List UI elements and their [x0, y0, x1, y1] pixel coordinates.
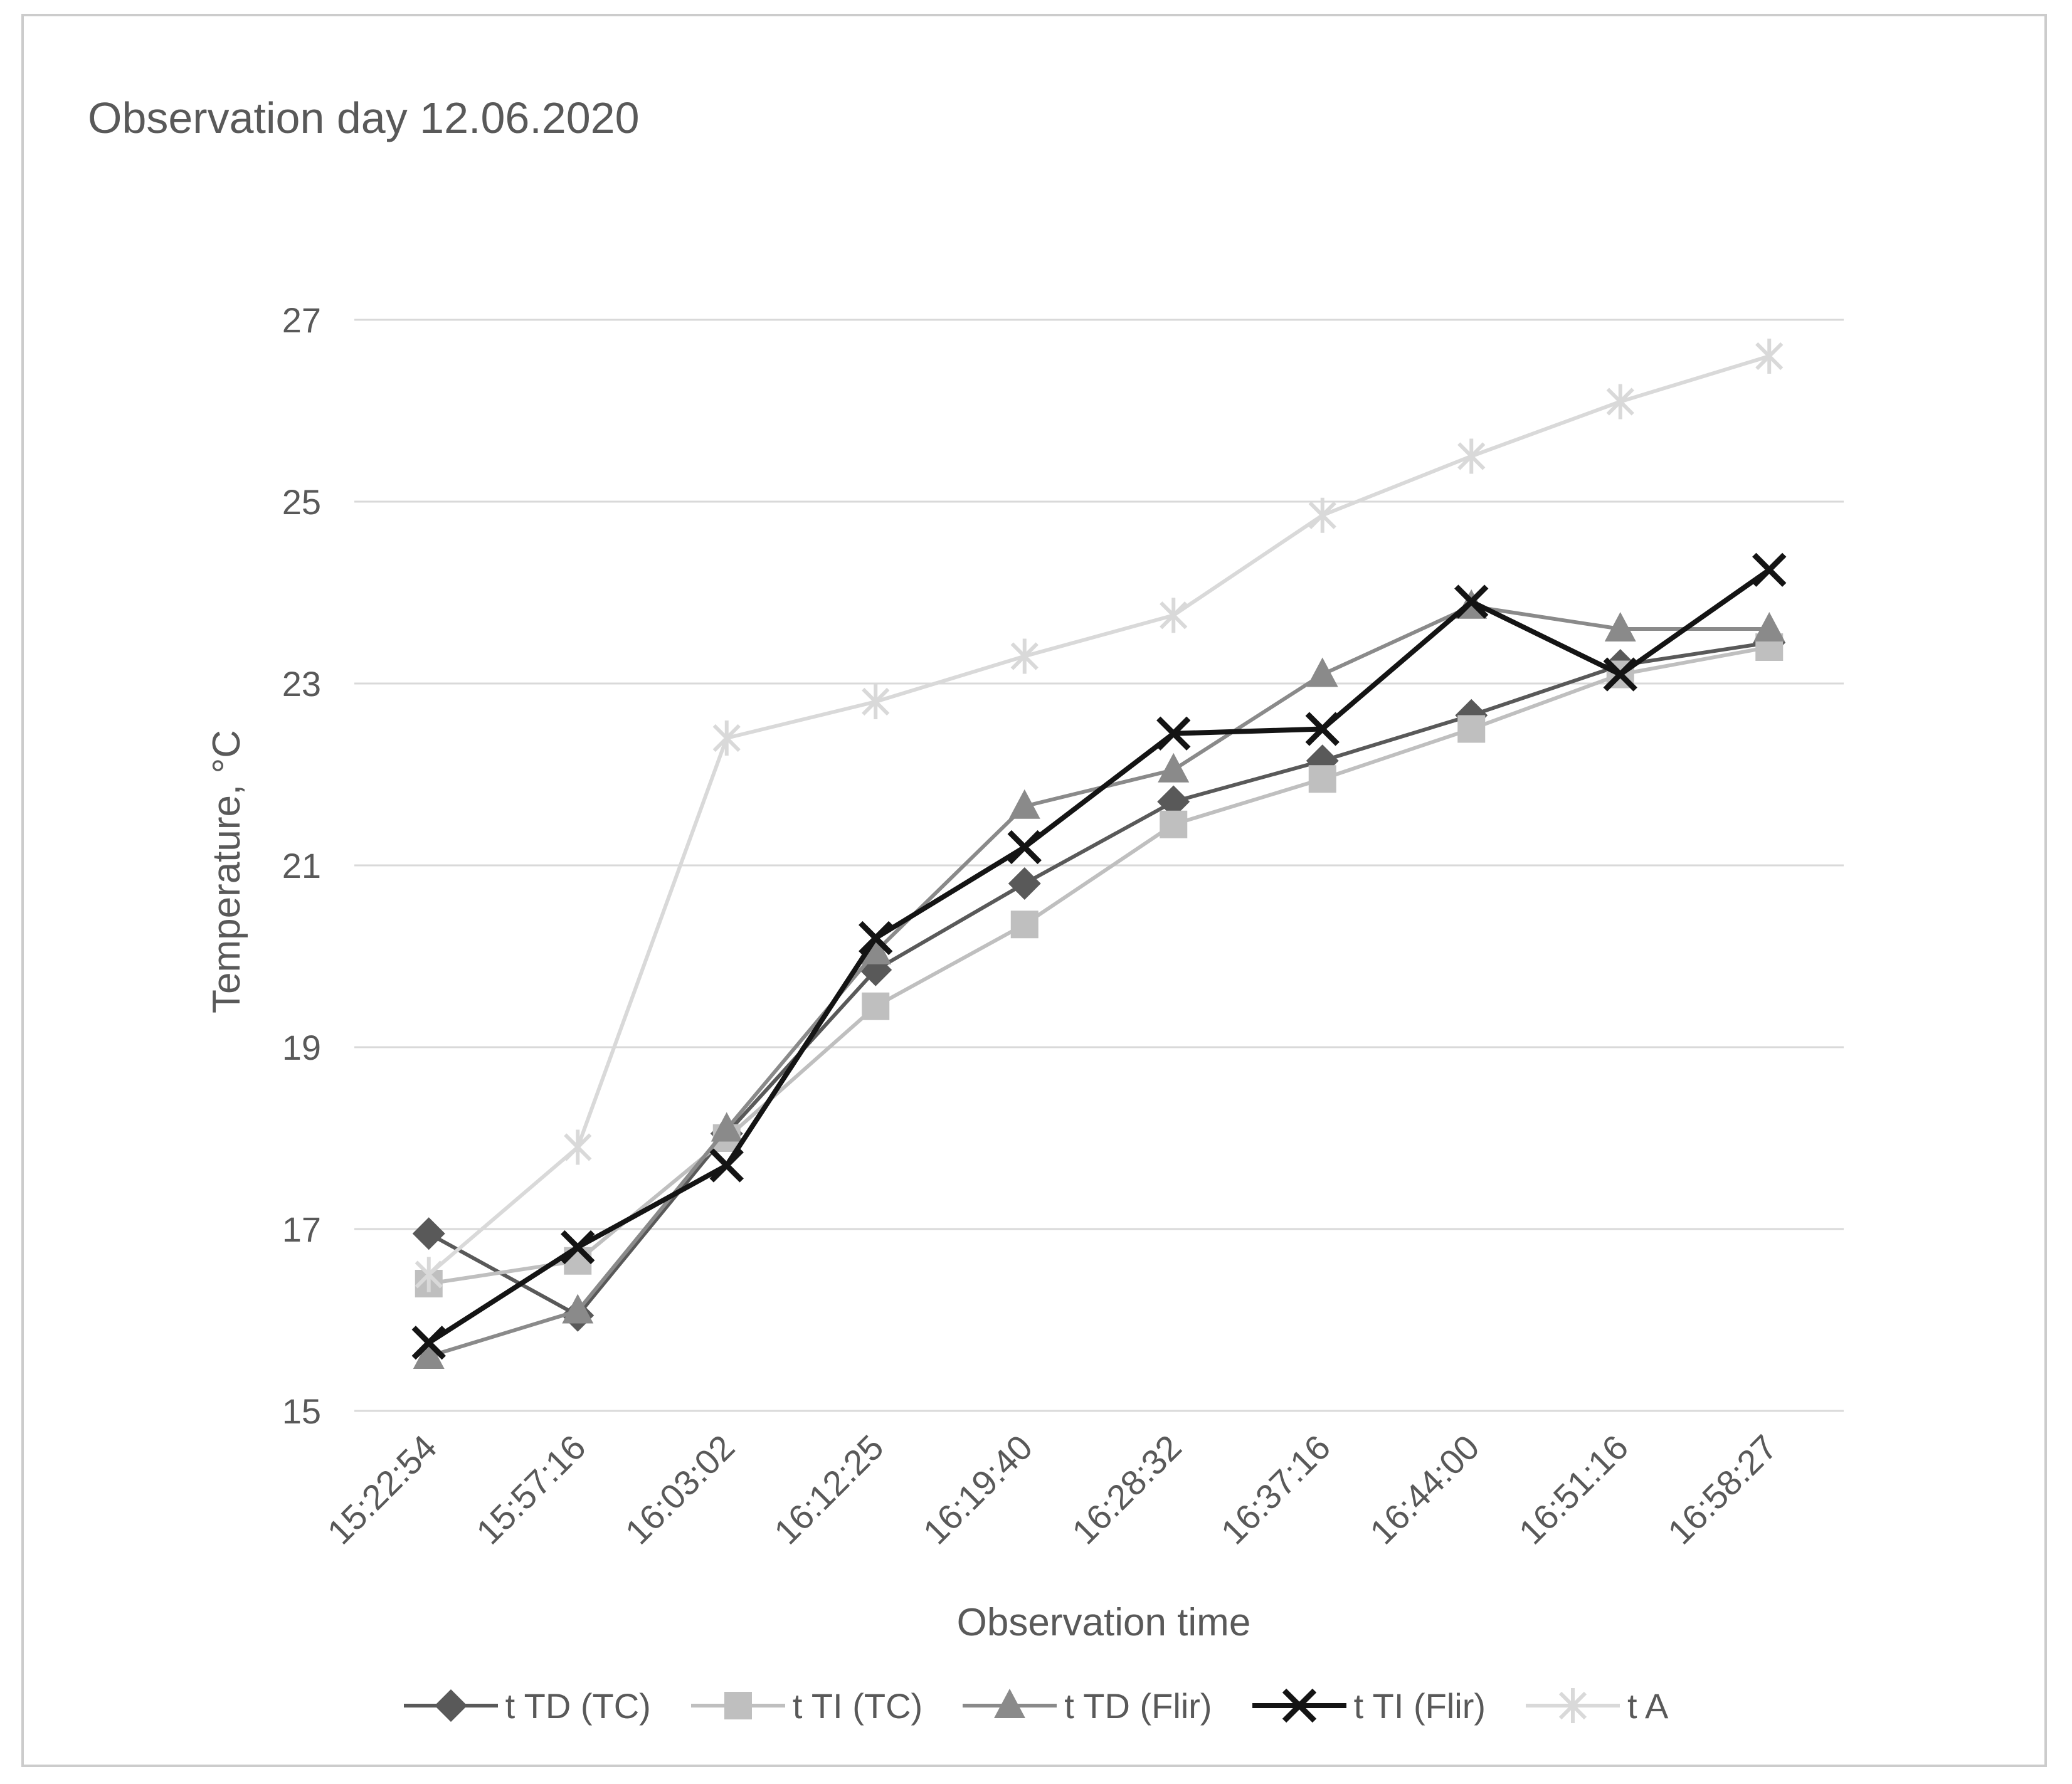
triangle-marker: [562, 1294, 594, 1324]
series-line: [427, 567, 1771, 1345]
series-t-a: [415, 339, 1784, 1292]
x-tick-label: 15:57:16: [468, 1427, 593, 1552]
series-t-ti-flir-: [411, 552, 1787, 1360]
diamond-marker: [1008, 867, 1041, 900]
square-marker: [1457, 715, 1486, 743]
triangle-marker: [1158, 752, 1190, 783]
x-marker: [1454, 584, 1489, 619]
x-tick-label: 16:12:25: [766, 1427, 891, 1552]
x-tick-label: 15:22:54: [320, 1427, 445, 1552]
x-marker: [859, 921, 893, 956]
triangle-marker: [1306, 657, 1338, 687]
x-marker: [1007, 830, 1042, 865]
triangle-marker: [413, 1339, 445, 1369]
legend: t TD (TC) t TI (TC) t TD (Flir) t TI (Flir)…: [0, 1671, 2072, 1740]
x-marker: [1156, 716, 1191, 751]
asterisk-marker: [1160, 598, 1188, 633]
asterisk-marker: [862, 684, 890, 719]
x-tick-label: 16:19:40: [916, 1427, 1040, 1552]
square-marker: [862, 992, 890, 1020]
data-series: [411, 339, 1787, 1369]
asterisk-marker: [1606, 384, 1634, 420]
diamond-marker: [412, 1217, 445, 1250]
x-tick-label: 16:37:16: [1213, 1427, 1338, 1552]
series-t-td-flir-: [413, 589, 1785, 1369]
legend-item-label: t TD (Flir): [1064, 1686, 1212, 1726]
legend-item-label: t TD (TC): [505, 1686, 651, 1726]
series-line: [427, 354, 1770, 1276]
legend-item: t TI (Flir): [1252, 1686, 1486, 1726]
diamond-marker: [1157, 785, 1190, 818]
legend-marker: [690, 1692, 785, 1719]
x-tick-label: 16:58:27: [1660, 1427, 1785, 1552]
asterisk-marker: [1308, 497, 1336, 533]
series-line: [428, 604, 1770, 1358]
legend-item: t TI (TC): [690, 1686, 923, 1726]
asterisk-marker: [1457, 438, 1486, 474]
gridlines: [354, 319, 1844, 1412]
x-tick-label: 16:03:02: [618, 1427, 743, 1552]
x-marker: [1603, 657, 1637, 692]
square-marker: [1010, 910, 1039, 939]
legend-item-label: t A: [1627, 1686, 1669, 1726]
series-line: [428, 640, 1770, 1317]
legend-marker: [1252, 1688, 1346, 1723]
x-marker: [1752, 552, 1787, 587]
square-marker: [1308, 765, 1336, 793]
x-tick-label: 16:44:00: [1362, 1427, 1487, 1552]
triangle-marker: [860, 934, 892, 964]
chart-title: Observation day 12.06.2020: [88, 93, 640, 142]
triangle-marker: [711, 1112, 743, 1142]
y-tick-label: 23: [282, 664, 321, 704]
series-t-ti-tc-: [415, 633, 1784, 1297]
x-marker: [561, 1230, 595, 1265]
x-marker: [1282, 1688, 1316, 1723]
square-marker: [724, 1692, 752, 1719]
x-tick-label: 16:28:32: [1064, 1427, 1189, 1552]
y-tick-label: 15: [282, 1391, 321, 1431]
triangle-marker: [1604, 612, 1636, 641]
x-axis-title: Observation time: [957, 1601, 1251, 1644]
series-line: [428, 645, 1770, 1285]
y-axis-title: Temperature, °C: [205, 730, 248, 1013]
legend-marker: [1526, 1688, 1620, 1723]
triangle-marker: [1008, 789, 1040, 819]
legend-item-label: t TI (TC): [792, 1686, 923, 1726]
y-tick-label: 27: [282, 300, 321, 340]
asterisk-marker: [415, 1257, 443, 1292]
legend-item: t TD (TC): [403, 1686, 651, 1726]
square-marker: [1160, 810, 1188, 838]
y-tick-label: 21: [282, 846, 321, 885]
legend-item: t TD (Flir): [963, 1686, 1212, 1726]
chart-frame: [21, 14, 2047, 1767]
diamond-marker: [434, 1689, 467, 1722]
x-marker: [709, 1148, 744, 1183]
asterisk-marker: [1010, 638, 1039, 674]
legend-marker: [403, 1689, 498, 1722]
x-marker: [411, 1326, 446, 1360]
asterisk-marker: [712, 720, 741, 756]
legend-item-label: t TI (Flir): [1353, 1686, 1486, 1726]
asterisk-marker: [1558, 1688, 1587, 1723]
x-tick-label: 16:51:16: [1511, 1427, 1636, 1552]
asterisk-marker: [1755, 339, 1784, 374]
x-marker: [1305, 712, 1340, 746]
legend-marker: [963, 1689, 1057, 1718]
y-tick-label: 17: [282, 1210, 321, 1249]
triangle-marker: [1753, 612, 1785, 641]
triangle-marker: [994, 1689, 1026, 1718]
y-tick-label: 19: [282, 1028, 321, 1067]
y-tick-label: 25: [282, 482, 321, 522]
asterisk-marker: [564, 1129, 592, 1165]
legend-item: t A: [1526, 1686, 1668, 1726]
